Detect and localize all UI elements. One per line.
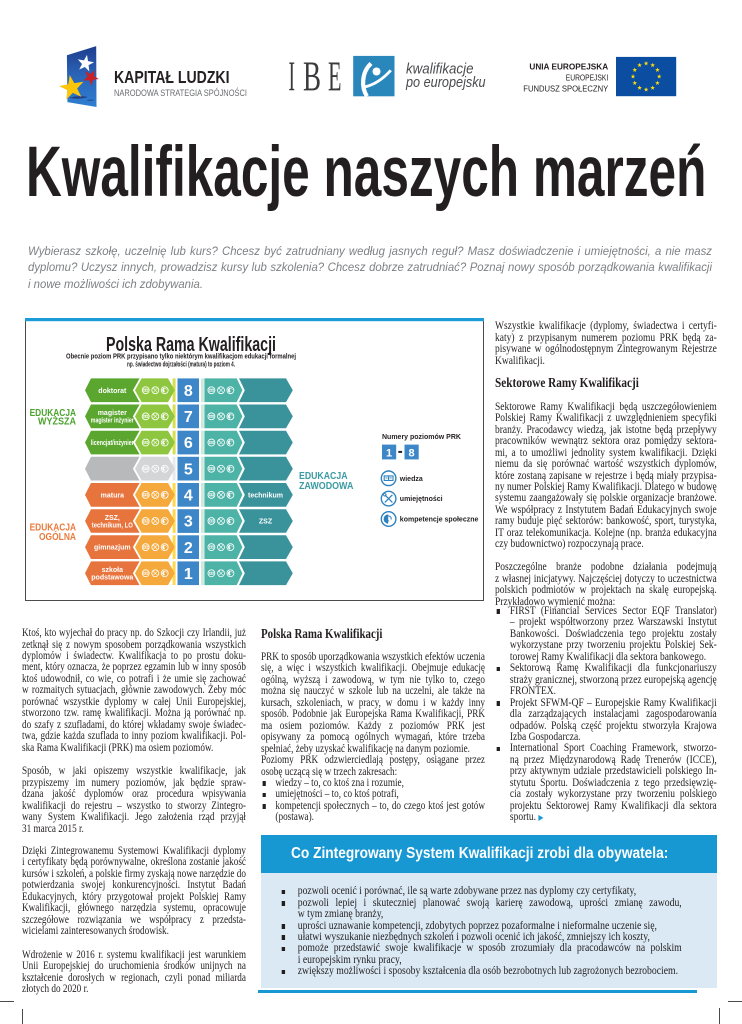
- svg-text:I: I: [289, 54, 296, 100]
- svg-text:szkoła: szkoła: [102, 567, 124, 574]
- svg-text:licencjat/inżynier: licencjat/inżynier: [91, 440, 134, 447]
- svg-text:kwalifikacje: kwalifikacje: [406, 61, 474, 77]
- svg-text:ZSZ: ZSZ: [259, 519, 273, 526]
- svg-text:wiedza: wiedza: [399, 476, 423, 483]
- svg-text:UNIA EUROPEJSKA: UNIA EUROPEJSKA: [529, 62, 608, 72]
- svg-text:kompetencje społeczne: kompetencje społeczne: [400, 517, 479, 524]
- svg-text:3: 3: [184, 514, 193, 531]
- svg-text:matura: matura: [101, 492, 124, 499]
- svg-text:EUROPEJSKI: EUROPEJSKI: [566, 73, 608, 83]
- svg-text:KAPITAŁ LUDZKI: KAPITAŁ LUDZKI: [114, 67, 230, 87]
- svg-text:technikum, LO: technikum, LO: [92, 522, 133, 529]
- svg-text:4: 4: [184, 488, 193, 505]
- svg-text:FUNDUSZ SPOŁECZNY: FUNDUSZ SPOŁECZNY: [523, 83, 608, 93]
- svg-text:B: B: [303, 54, 321, 100]
- svg-text:5: 5: [184, 461, 193, 478]
- svg-text:8: 8: [184, 383, 193, 400]
- svg-text:1: 1: [386, 448, 392, 460]
- svg-text:Obecnie poziom PRK przypisano: Obecnie poziom PRK przypisano tylko niek…: [66, 354, 296, 361]
- svg-text:Polska Rama Kwalifikacji: Polska Rama Kwalifikacji: [106, 333, 276, 356]
- svg-text:6: 6: [184, 435, 193, 452]
- svg-text:2: 2: [184, 540, 193, 557]
- svg-text:gimnazjum: gimnazjum: [94, 545, 131, 552]
- svg-text:NARODOWA STRATEGIA SPÓJNOŚCI: NARODOWA STRATEGIA SPÓJNOŚCI: [114, 87, 247, 98]
- svg-text:Numery poziomów PRK: Numery poziomów PRK: [382, 434, 461, 441]
- svg-text:podstawowa: podstawowa: [91, 575, 133, 582]
- svg-text:doktorat: doktorat: [98, 388, 127, 395]
- svg-text:technikum: technikum: [248, 492, 283, 499]
- svg-text:umiejętności: umiejętności: [400, 496, 443, 503]
- svg-text:E: E: [328, 54, 342, 100]
- svg-text:ZSZ,: ZSZ,: [105, 515, 120, 522]
- svg-text:OGÓLNA: OGÓLNA: [39, 530, 76, 543]
- svg-text:EDUKACJA: EDUKACJA: [299, 471, 348, 482]
- svg-text:ZAWODOWA: ZAWODOWA: [299, 481, 354, 492]
- svg-text:np. świadectwo dojrzałości (ma: np. świadectwo dojrzałości (matura) to p…: [127, 362, 235, 369]
- svg-text:7: 7: [184, 409, 193, 426]
- svg-text:EDUKACJA: EDUKACJA: [30, 408, 77, 419]
- svg-text:8: 8: [409, 448, 415, 460]
- svg-text:magister inżynier: magister inżynier: [91, 418, 134, 425]
- svg-text:WYŻSZA: WYŻSZA: [38, 414, 76, 427]
- svg-text:EDUKACJA: EDUKACJA: [30, 523, 77, 534]
- svg-text:po europejsku: po europejsku: [405, 75, 485, 91]
- svg-text:magister: magister: [98, 410, 127, 417]
- svg-text:1: 1: [184, 566, 193, 583]
